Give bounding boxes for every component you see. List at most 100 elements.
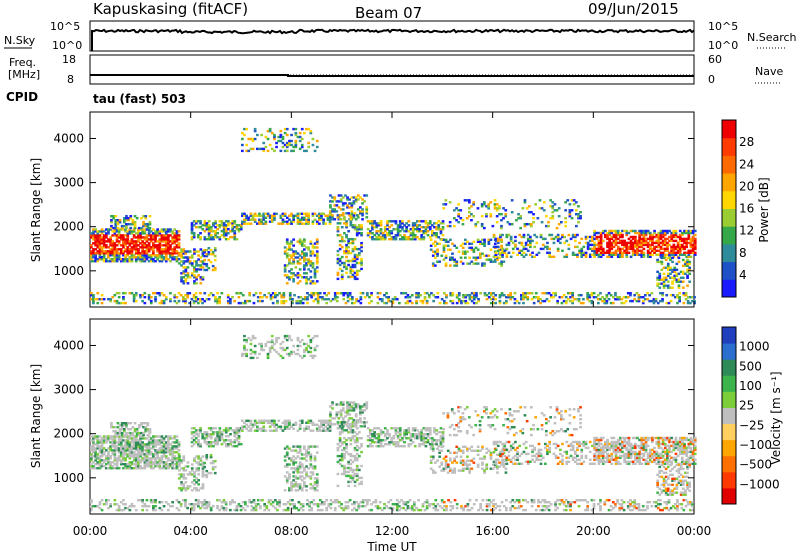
data-cell	[675, 278, 679, 281]
data-cell	[551, 217, 555, 220]
data-cell	[398, 433, 402, 436]
data-cell	[622, 296, 626, 299]
data-cell	[298, 147, 302, 151]
data-cell	[487, 203, 490, 206]
data-cell	[420, 238, 423, 241]
data-cell	[203, 292, 207, 295]
data-cell	[590, 292, 594, 295]
data-cell	[483, 262, 486, 265]
data-cell	[556, 247, 560, 251]
data-cell	[292, 467, 295, 470]
data-cell	[177, 234, 181, 237]
data-cell	[379, 220, 383, 223]
data-cell	[132, 256, 136, 259]
data-cell	[129, 428, 133, 431]
data-cell	[346, 405, 349, 408]
data-cell	[365, 407, 369, 410]
data-cell	[164, 254, 168, 257]
data-cell	[345, 236, 348, 239]
data-cell	[434, 252, 437, 255]
data-cell	[180, 280, 183, 283]
data-cell	[429, 244, 433, 247]
data-cell	[134, 445, 138, 448]
data-cell	[505, 299, 508, 303]
data-cell	[285, 143, 289, 147]
data-cell	[636, 247, 639, 251]
data-cell	[273, 419, 276, 422]
data-cell	[309, 252, 313, 255]
data-cell	[233, 429, 237, 432]
data-cell	[98, 445, 102, 448]
data-cell	[105, 240, 108, 243]
data-cell	[636, 245, 639, 249]
data-cell	[309, 280, 313, 283]
data-cell	[283, 427, 287, 430]
data-cell	[309, 465, 313, 468]
data-cell	[621, 247, 624, 251]
data-cell	[315, 429, 319, 432]
data-cell	[152, 250, 155, 253]
data-cell	[442, 250, 446, 253]
data-cell	[182, 455, 186, 458]
data-cell	[160, 441, 164, 444]
data-cell	[127, 217, 130, 220]
data-cell	[288, 260, 291, 263]
data-cell	[657, 231, 661, 235]
data-cell	[431, 254, 435, 257]
data-cell	[487, 242, 491, 245]
data-cell	[123, 224, 126, 228]
data-cell	[180, 252, 183, 255]
data-cell	[681, 239, 684, 243]
data-cell	[256, 214, 259, 217]
data-cell	[335, 200, 339, 203]
data-cell	[358, 251, 361, 255]
data-cell	[199, 427, 202, 430]
data-cell	[358, 468, 361, 472]
data-cell	[100, 441, 104, 444]
data-cell	[675, 272, 679, 275]
data-cell	[143, 230, 147, 233]
data-cell	[657, 239, 661, 243]
data-cell	[164, 242, 168, 245]
data-cell	[98, 246, 102, 249]
data-cell	[96, 258, 100, 261]
data-cell	[288, 427, 291, 430]
data-cell	[670, 239, 673, 243]
data-cell	[253, 423, 257, 426]
data-cell	[562, 299, 566, 303]
data-cell	[152, 228, 155, 231]
data-cell	[139, 465, 142, 468]
data-cell	[355, 478, 359, 482]
data-cell	[134, 437, 138, 440]
data-cell	[505, 247, 509, 251]
data-cell	[201, 437, 205, 440]
data-cell	[529, 241, 532, 245]
data-cell	[505, 253, 509, 256]
data-cell	[689, 255, 693, 258]
data-cell	[92, 254, 95, 257]
data-cell	[670, 249, 673, 252]
data-cell	[386, 220, 389, 223]
data-cell	[629, 235, 633, 239]
data-cell	[105, 236, 108, 239]
data-cell	[197, 479, 200, 482]
data-cell	[192, 220, 196, 223]
data-cell	[383, 427, 387, 430]
data-cell	[472, 301, 476, 305]
data-cell	[100, 465, 104, 468]
data-cell	[124, 248, 127, 251]
data-cell	[648, 299, 651, 303]
data-cell	[472, 250, 476, 253]
data-cell	[122, 457, 125, 460]
data-cell	[249, 429, 253, 432]
data-cell	[233, 431, 237, 434]
data-cell	[375, 224, 379, 227]
data-cell	[309, 282, 313, 285]
data-cell	[303, 457, 306, 460]
data-cell	[307, 218, 310, 221]
data-cell	[424, 226, 428, 229]
data-cell	[98, 258, 102, 261]
data-cell	[131, 426, 135, 429]
data-cell	[616, 298, 619, 301]
data-cell	[152, 238, 155, 241]
